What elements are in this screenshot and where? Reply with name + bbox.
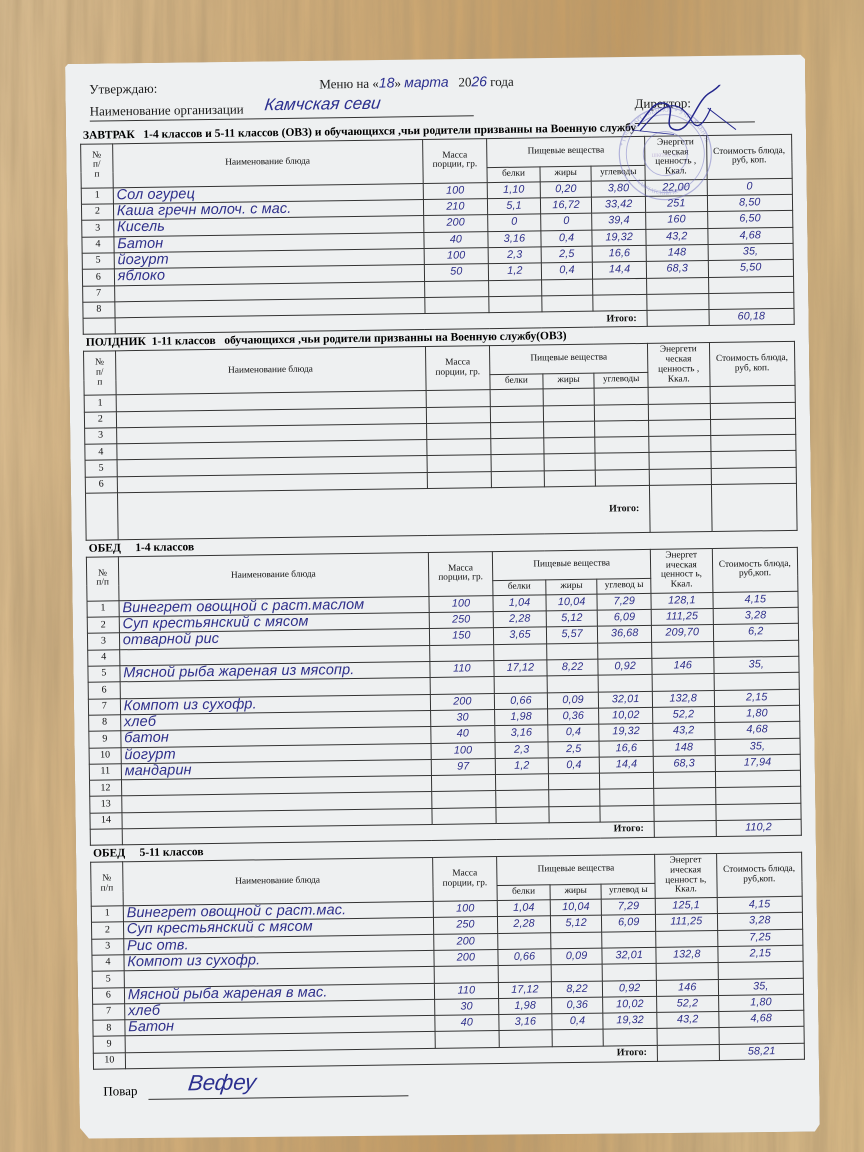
svg-text:ШКОЛА №1: ШКОЛА №1 bbox=[652, 152, 680, 158]
